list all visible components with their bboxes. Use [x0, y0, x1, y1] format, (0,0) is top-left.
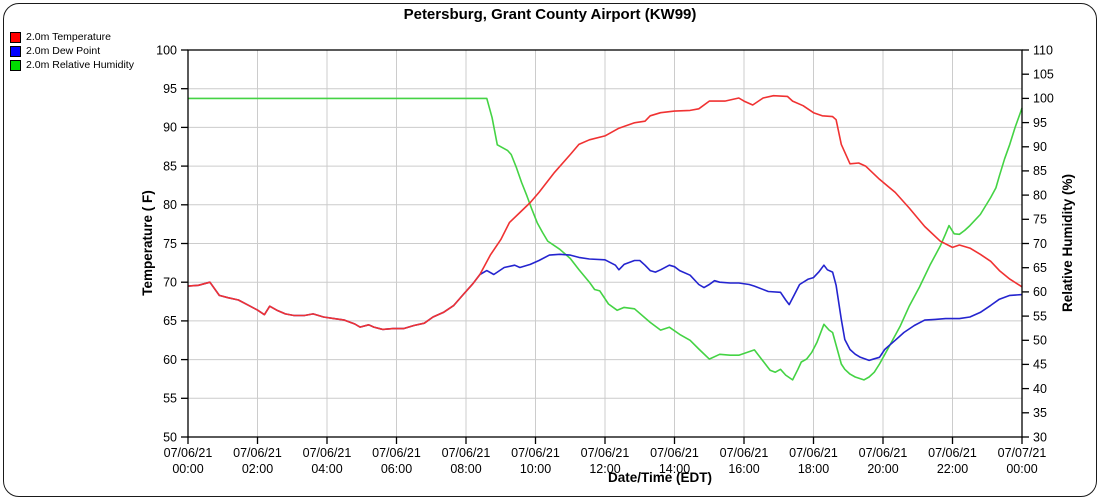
y-right-tick-label: 80 [1033, 188, 1047, 202]
y-right-tick-label: 30 [1033, 430, 1047, 444]
y-right-tick-label: 90 [1033, 140, 1047, 154]
x-tick-date-label: 07/06/21 [372, 446, 421, 460]
y-left-tick-label: 70 [163, 276, 177, 290]
x-tick-time-label: 00:00 [172, 462, 203, 476]
x-tick-time-label: 06:00 [381, 462, 412, 476]
x-tick-time-label: 12:00 [589, 462, 620, 476]
legend-item: 2.0m Temperature [10, 30, 134, 44]
y-left-tick-label: 50 [163, 430, 177, 444]
x-tick-date-label: 07/06/21 [581, 446, 630, 460]
x-tick-time-label: 22:00 [937, 462, 968, 476]
x-tick-date-label: 07/06/21 [442, 446, 491, 460]
legend-item: 2.0m Relative Humidity [10, 58, 134, 72]
legend-label: 2.0m Relative Humidity [26, 59, 134, 71]
x-tick-time-label: 18:00 [798, 462, 829, 476]
x-tick-time-label: 00:00 [1006, 462, 1037, 476]
y-right-tick-label: 75 [1033, 213, 1047, 227]
legend-label: 2.0m Dew Point [26, 45, 101, 57]
x-tick-date-label: 07/06/21 [789, 446, 838, 460]
y-right-tick-label: 45 [1033, 358, 1047, 372]
y-left-tick-label: 90 [163, 121, 177, 135]
x-tick-time-label: 08:00 [450, 462, 481, 476]
page-title: Petersburg, Grant County Airport (KW99) [403, 6, 697, 23]
y-right-tick-label: 110 [1033, 43, 1053, 57]
x-tick-time-label: 20:00 [867, 462, 898, 476]
chart-legend: 2.0m Temperature 2.0m Dew Point 2.0m Relat… [10, 30, 134, 72]
x-tick-date-label: 07/06/21 [720, 446, 769, 460]
y-right-tick-label: 65 [1033, 261, 1047, 275]
y-left-tick-label: 100 [156, 43, 177, 57]
legend-swatch-icon [10, 59, 21, 71]
x-tick-time-label: 14:00 [659, 462, 690, 476]
x-tick-date-label: 07/06/21 [164, 446, 213, 460]
y-right-tick-label: 95 [1033, 116, 1047, 130]
y-right-tick-label: 40 [1033, 382, 1047, 396]
y-left-tick-label: 85 [163, 159, 177, 173]
x-tick-time-label: 04:00 [311, 462, 342, 476]
x-tick-date-label: 07/06/21 [928, 446, 977, 460]
x-tick-date-label: 07/06/21 [859, 446, 908, 460]
legend-swatch-icon [10, 31, 21, 43]
gridlines [188, 50, 1022, 437]
y-right-tick-label: 105 [1033, 68, 1054, 82]
legend-item: 2.0m Dew Point [10, 44, 134, 58]
x-tick-time-label: 02:00 [242, 462, 273, 476]
x-tick-time-label: 16:00 [728, 462, 759, 476]
y-right-tick-label: 60 [1033, 285, 1047, 299]
x-tick-date-label: 07/06/21 [650, 446, 699, 460]
axis-tick-labels: 50 55 60 65 70 75 80 85 90 95 100 30 35 40 45 50 55 60 65 7… [156, 43, 1054, 476]
y-left-tick-label: 60 [163, 353, 177, 367]
series-line-2-0m-temperature [187, 94, 1023, 331]
x-tick-date-label: 07/06/21 [303, 446, 352, 460]
y-left-tick-label: 65 [163, 314, 177, 328]
y-left-tick-label: 55 [163, 392, 177, 406]
legend-swatch-icon [10, 45, 21, 57]
x-axis-title: Date/Time (EDT) [607, 470, 713, 485]
y-right-tick-label: 85 [1033, 164, 1047, 178]
y-right-tick-label: 35 [1033, 406, 1047, 420]
y-right-tick-label: 55 [1033, 309, 1047, 323]
y-right-tick-label: 100 [1033, 92, 1054, 106]
y-left-tick-label: 75 [163, 237, 177, 251]
x-tick-time-label: 10:00 [520, 462, 551, 476]
y-right-tick-label: 50 [1033, 334, 1047, 348]
y-right-tick-label: 70 [1033, 237, 1047, 251]
series-line-2-0m-relative-humidity [188, 97, 1023, 381]
x-tick-date-label: 07/06/21 [233, 446, 282, 460]
axis-ticks [181, 49, 1029, 444]
x-tick-date-label: 07/07/21 [998, 446, 1047, 460]
y-left-tick-label: 95 [163, 82, 177, 96]
x-tick-date-label: 07/06/21 [511, 446, 560, 460]
legend-label: 2.0m Temperature [26, 31, 112, 43]
y-left-tick-label: 80 [163, 198, 177, 212]
series-lines [187, 94, 1023, 381]
